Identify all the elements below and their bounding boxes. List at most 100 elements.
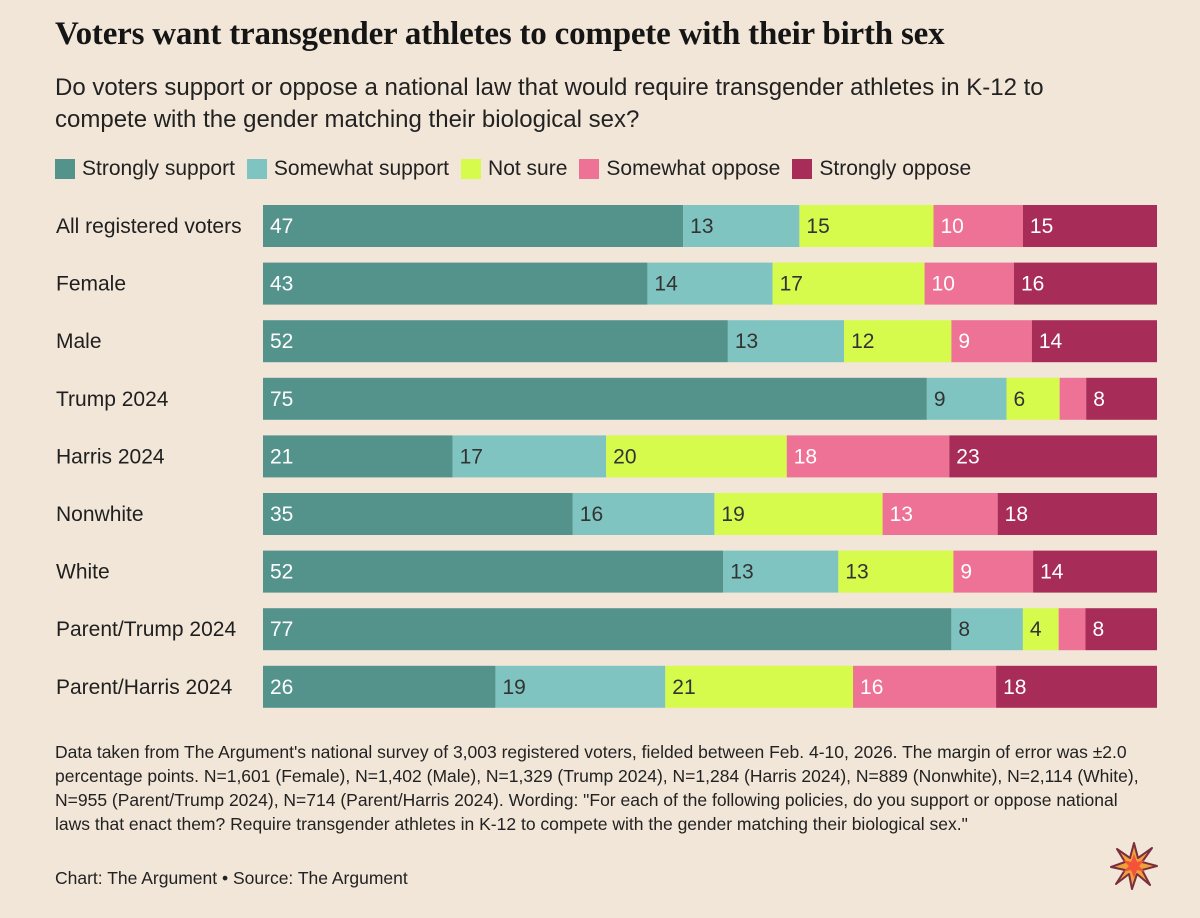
data-label: 13 [690,215,713,238]
bar-segment [1006,377,1060,420]
data-label: 75 [270,388,293,411]
bar-segment [1013,262,1157,305]
row-label: Female [56,273,126,296]
legend-swatch [55,159,75,179]
data-label: 21 [672,676,695,699]
row-label: Male [56,330,102,353]
data-label: 6 [1014,388,1026,411]
bar-segment [1085,608,1157,651]
legend-swatch [246,159,267,179]
bar-segment [1059,377,1087,420]
bar-segment [1086,377,1157,420]
data-label: 16 [580,503,603,526]
legend-item: Strongly oppose [792,157,971,181]
bar-segment [263,205,684,247]
data-label: 13 [890,503,913,526]
data-label: 15 [806,215,829,238]
data-label: 8 [958,618,970,641]
bar-segment [951,320,1032,363]
bar-segment [1022,608,1059,651]
data-label: 18 [1003,676,1026,699]
row-label: Trump 2024 [56,388,169,411]
bar-segment [933,205,1023,247]
data-label: 9 [934,388,946,411]
bar-segment [263,320,728,363]
bar-segment [882,493,998,535]
data-label: 9 [958,330,970,353]
bar-segment [996,665,1157,708]
bar-segment [924,262,1014,305]
bar-segment [1033,550,1157,593]
data-label: 21 [270,445,293,468]
legend: Strongly support Somewhat support Not sure… [55,157,983,181]
bar-segment [953,550,1034,593]
legend-item: Not sure [461,157,567,181]
stacked-bar-chart: All registered voters 47 13 15 10 15 Female 43 1… [56,205,1157,708]
data-label: 17 [780,273,803,296]
data-label: 77 [270,618,293,641]
legend-swatch [461,159,482,179]
row-label: Parent/Trump 2024 [56,618,236,641]
bar-segment [263,435,453,478]
data-label: 35 [270,503,293,526]
data-label: 26 [270,676,293,699]
bar-segment [495,665,666,708]
legend-label: Somewhat oppose [606,157,781,180]
bar-segment [844,320,952,363]
data-label: 19 [721,503,744,526]
footnote: Data taken from The Argument's national … [55,742,1139,834]
legend-label: Strongly oppose [819,157,972,180]
data-label: 47 [270,215,293,238]
row-label: Nonwhite [56,503,144,526]
data-label: 12 [851,330,874,353]
bar-segment [263,377,927,420]
legend-swatch [579,159,600,179]
bar-segment [647,262,773,305]
data-label: 16 [1021,273,1044,296]
bar-segment [786,435,950,478]
data-label: 14 [654,273,678,296]
legend-item: Somewhat oppose [579,157,780,181]
bar-segment [263,550,724,593]
bar-segment [838,550,954,593]
bar-segment [452,435,607,478]
chart-title: Voters want transgender athletes to comp… [55,16,945,52]
row-label: Harris 2024 [56,445,165,468]
data-label: 8 [1093,388,1105,411]
data-label: 18 [1005,503,1028,526]
data-label: 19 [502,676,525,699]
data-label: 52 [270,330,293,353]
legend-swatch [792,159,813,179]
legend-label: Strongly support [82,157,235,180]
bar-segment [949,435,1157,478]
data-label: 10 [932,273,955,296]
legend-item: Somewhat support [246,157,449,181]
bar-segment [951,608,1023,651]
bar-segment [997,493,1157,535]
data-label: 13 [730,561,753,584]
bar-segment [723,550,839,593]
row-label: All registered voters [56,215,242,238]
bar-segment [772,262,925,305]
data-label: 4 [1030,618,1042,641]
bar-segment [263,665,496,708]
bar-segment [727,320,845,363]
bar-segment [263,262,648,305]
data-label: 18 [794,445,817,468]
data-label: 17 [460,445,483,468]
row-label: White [56,561,110,584]
bar-segment [1058,608,1086,651]
row-label: Parent/Harris 2024 [56,676,233,699]
bar-segment [665,665,854,708]
data-label: 23 [956,445,979,468]
chart-subtitle: Do voters support or oppose a national l… [55,74,1044,133]
bar-segment [1022,205,1157,247]
data-label: 16 [860,676,883,699]
data-label: 43 [270,273,293,296]
bar-segment [606,435,787,478]
bar-segment [263,608,952,651]
data-label: 9 [960,561,972,584]
data-label: 13 [845,561,868,584]
bar-segment [799,205,934,247]
data-label: 14 [1040,561,1064,584]
